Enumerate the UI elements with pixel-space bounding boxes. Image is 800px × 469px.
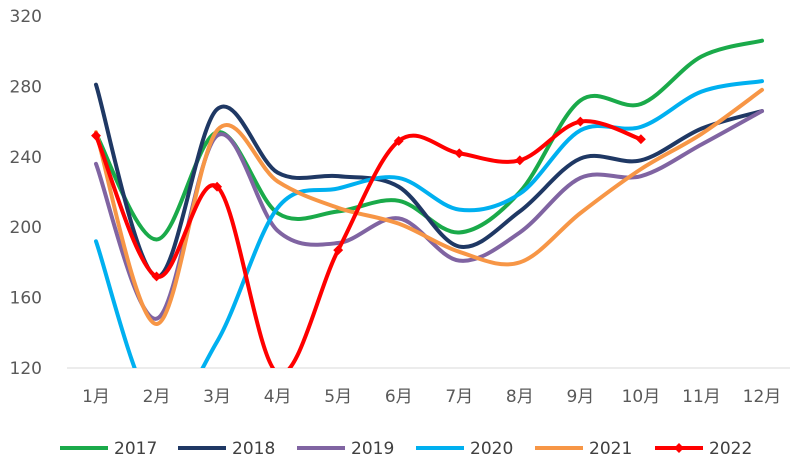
legend-label: 2019 <box>351 439 394 459</box>
series-line-2022 <box>94 119 643 368</box>
x-tick-label: 5月 <box>324 387 352 407</box>
x-axis: 1月 2月 3月 4月 5月 6月 7月 8月 9月 10月 11月 12月 <box>82 387 781 407</box>
y-tick-label: 280 <box>10 77 42 97</box>
series-2020 <box>94 79 764 368</box>
legend-label: 2022 <box>709 439 752 459</box>
legend-item-2019: 2019 <box>297 439 394 459</box>
y-tick-label: 200 <box>10 218 42 238</box>
series-2018 <box>94 82 764 279</box>
x-tick-label: 4月 <box>264 387 292 407</box>
y-axis: 120 160 200 240 280 320 <box>10 7 42 379</box>
x-tick-label: 9月 <box>566 387 594 407</box>
series-line-2021 <box>94 87 764 327</box>
legend-label: 2017 <box>114 439 157 459</box>
series-2019 <box>94 109 764 321</box>
series-2017 <box>94 38 764 242</box>
data-point-2022 <box>151 271 162 282</box>
series-line-2018 <box>94 82 764 279</box>
data-point-2022 <box>91 130 101 141</box>
x-tick-label: 8月 <box>506 387 534 407</box>
legend-item-2018: 2018 <box>178 439 275 459</box>
legend: 2017 2018 2019 2020 2021 2022 <box>60 439 752 459</box>
legend-item-2022: 2022 <box>655 439 752 459</box>
data-point-2022 <box>635 134 646 145</box>
legend-item-2017: 2017 <box>60 439 157 459</box>
legend-item-2020: 2020 <box>416 439 513 459</box>
series-layer <box>91 38 764 378</box>
data-point-2022 <box>575 116 586 127</box>
x-tick-label: 3月 <box>203 387 231 407</box>
x-tick-label: 7月 <box>445 387 473 407</box>
data-point-2022 <box>514 155 525 166</box>
x-tick-label: 10月 <box>622 387 661 407</box>
y-tick-label: 240 <box>10 148 42 168</box>
data-point-2022 <box>454 148 465 159</box>
x-tick-label: 12月 <box>743 387 782 407</box>
series-line-2017 <box>94 38 764 242</box>
y-tick-label: 120 <box>10 359 42 379</box>
legend-label: 2021 <box>589 439 632 459</box>
series-line-2019 <box>94 109 764 321</box>
data-point-2022 <box>393 136 404 146</box>
series-2022 <box>91 116 646 378</box>
series-line-2020 <box>94 79 764 368</box>
series-2021 <box>94 87 764 327</box>
x-tick-label: 1月 <box>82 387 110 407</box>
legend-marker <box>674 443 684 453</box>
legend-label: 2020 <box>470 439 513 459</box>
y-tick-label: 320 <box>10 7 42 27</box>
legend-label: 2018 <box>232 439 275 459</box>
data-point-2022 <box>212 181 223 192</box>
data-point-2022 <box>273 368 283 378</box>
x-tick-label: 2月 <box>143 387 171 407</box>
legend-item-2021: 2021 <box>535 439 632 459</box>
x-tick-label: 6月 <box>385 387 413 407</box>
y-tick-label: 160 <box>10 289 42 309</box>
x-tick-label: 11月 <box>682 387 721 407</box>
data-point-2022 <box>333 245 344 256</box>
